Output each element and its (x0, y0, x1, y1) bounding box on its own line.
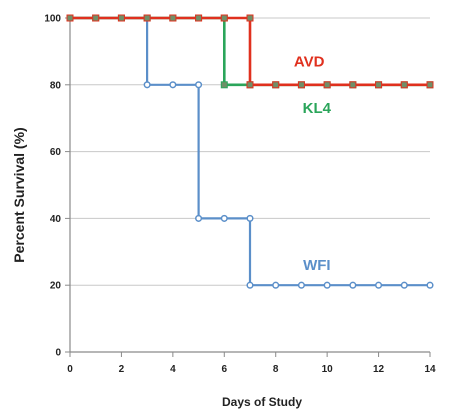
data-point-avd (117, 14, 125, 22)
y-tick-label: 80 (50, 80, 62, 91)
x-tick-label: 0 (67, 364, 73, 375)
data-point-wfi (246, 214, 254, 222)
data-point-avd (66, 14, 74, 22)
data-point-wfi (323, 281, 331, 289)
x-tick-label: 8 (273, 364, 279, 375)
data-point-wfi (426, 281, 434, 289)
x-tick-label: 4 (170, 364, 176, 375)
x-tick-label: 2 (119, 364, 125, 375)
series-lines (70, 16, 430, 287)
data-point-avd (323, 81, 331, 89)
series-label-kl4: KL4 (303, 100, 332, 117)
data-point-wfi (143, 81, 151, 89)
data-point-avd (297, 81, 305, 89)
axes: 0 20 40 60 80 100 0 2 4 6 8 10 12 14 (44, 14, 436, 376)
data-point-avd (375, 81, 383, 89)
data-point-wfi (400, 281, 408, 289)
data-point-wfi (272, 281, 280, 289)
data-point-avd (143, 14, 151, 22)
data-point-wfi (195, 214, 203, 222)
x-tick-label: 6 (222, 364, 228, 375)
y-tick-label: 100 (44, 14, 61, 25)
data-point-avd (220, 14, 228, 22)
data-point-wfi (220, 214, 228, 222)
data-point-wfi (375, 281, 383, 289)
x-tick-label: 10 (322, 364, 334, 375)
data-point-wfi (169, 81, 177, 89)
data-point-avd (169, 14, 177, 22)
y-tick-label: 60 (50, 147, 62, 158)
series-markers (66, 14, 434, 289)
y-axis-title: Percent Survival (%) (11, 127, 27, 262)
data-point-wfi (246, 281, 254, 289)
series-label-avd: AVD (294, 53, 325, 70)
series-labels: AVD KL4 WFI (294, 53, 332, 274)
data-point-avd (246, 81, 254, 89)
x-tick-label: 14 (424, 364, 436, 375)
series-label-wfi: WFI (303, 257, 331, 274)
data-point-avd (195, 14, 203, 22)
data-point-avd (400, 81, 408, 89)
data-point-avd (349, 81, 357, 89)
data-point-avd (92, 14, 100, 22)
data-point-wfi (297, 281, 305, 289)
y-tick-label: 40 (50, 214, 62, 225)
series-line-avd (70, 16, 430, 87)
data-point-wfi (195, 81, 203, 89)
x-axis-title: Days of Study (222, 395, 302, 409)
data-point-avd (426, 81, 434, 89)
x-tick-label: 12 (373, 364, 385, 375)
y-tick-label: 20 (50, 281, 62, 292)
data-point-avd (272, 81, 280, 89)
data-point-wfi (349, 281, 357, 289)
y-tick-label: 0 (55, 348, 61, 359)
data-point-kl4 (220, 81, 228, 89)
data-point-avd (246, 14, 254, 22)
